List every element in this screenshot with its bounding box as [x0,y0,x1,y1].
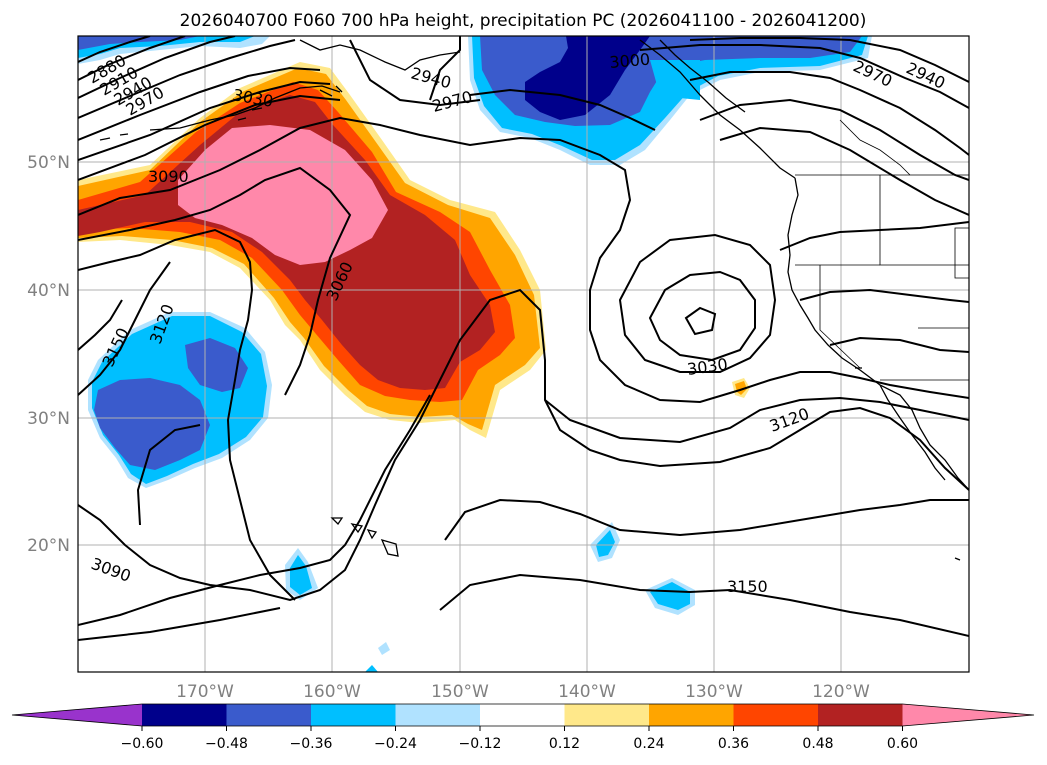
colorbar-tick-label: −0.36 [290,736,333,752]
colorbar-tick-label: 0.12 [549,736,580,752]
contour-label: 3150 [727,577,768,596]
colorbar-tick-label: −0.24 [374,736,417,752]
graticule [78,36,969,672]
colorbar-segment [480,704,565,726]
colorbar-extend-min [12,704,142,726]
lon-label: 140°W [558,682,616,702]
colorbar-tick-label: −0.48 [205,736,248,752]
colorbar-tick-label: 0.24 [633,736,664,752]
height-contours [78,36,969,641]
colorbar-tick-label: −0.60 [121,736,164,752]
lat-label: 30°N [27,409,70,429]
lon-label: 130°W [685,682,743,702]
colorbar-segment [818,704,903,726]
coastlines [99,39,969,561]
map-panel: 2880 2910 2940 2970 3030 3090 3060 3120 … [78,36,969,672]
negative-anomaly-shading [78,36,872,672]
colorbar-tick-label: 0.60 [887,736,918,752]
colorbar-segment [733,704,819,726]
colorbar-tick-label: −0.12 [459,736,502,752]
longitude-labels: 170°W 160°W 150°W 140°W 130°W 120°W [176,682,870,702]
colorbar-segment [311,704,396,726]
lon-label: 150°W [431,682,489,702]
lat-label: 20°N [27,536,70,556]
contour-label: 3090 [148,167,189,186]
lat-label: 40°N [27,281,70,301]
colorbar-tick-label: 0.36 [718,736,749,752]
lon-label: 120°W [812,682,870,702]
colorbar-segment [649,704,734,726]
lon-label: 160°W [303,682,361,702]
political-borders [795,119,969,381]
latitude-labels: 50°N 40°N 30°N 20°N [27,153,70,556]
colorbar-extend-max [902,704,1034,726]
map-frame [77,35,970,673]
colorbar: −0.60 −0.48 −0.36 −0.24 −0.12 0.12 0.24 0.36 0.4… [11,703,1035,752]
colorbar-segment [142,704,227,726]
lon-label: 170°W [176,682,234,702]
colorbar-segment [564,704,650,726]
colorbar-tick-label: 0.48 [802,736,833,752]
contour-label: 3000 [609,50,651,72]
lat-label: 50°N [27,153,70,173]
colorbar-segment [226,704,312,726]
colorbar-segment [395,704,481,726]
map-title: 2026040700 F060 700 hPa height, precipit… [180,11,867,31]
